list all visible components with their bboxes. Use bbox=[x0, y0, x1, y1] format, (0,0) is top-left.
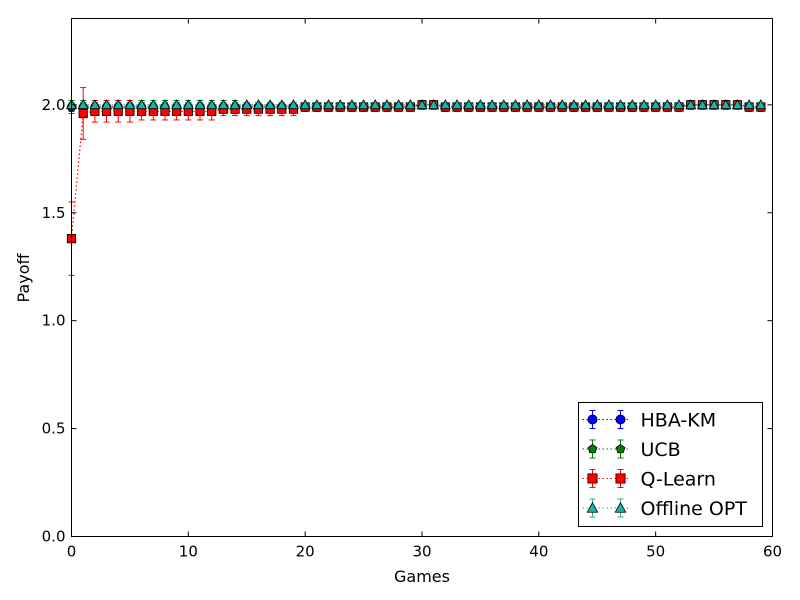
series-line-ucb bbox=[71, 104, 761, 108]
data-point bbox=[650, 99, 662, 110]
data-point bbox=[124, 99, 136, 110]
data-point bbox=[486, 99, 498, 110]
x-tick-label: 40 bbox=[529, 543, 548, 561]
data-point bbox=[194, 99, 206, 110]
data-point bbox=[369, 99, 381, 110]
data-point bbox=[346, 99, 358, 110]
data-point bbox=[638, 99, 650, 110]
legend-box bbox=[578, 402, 763, 527]
legend-marker bbox=[615, 414, 626, 425]
data-point bbox=[182, 99, 194, 110]
data-point bbox=[381, 99, 393, 110]
legend-item-hba-km: HBA-KM bbox=[582, 410, 717, 432]
data-point bbox=[264, 99, 276, 110]
data-point bbox=[416, 99, 428, 110]
data-point bbox=[229, 99, 241, 110]
data-point bbox=[615, 99, 627, 110]
data-point bbox=[474, 99, 486, 110]
data-point bbox=[439, 99, 451, 110]
legend-marker bbox=[587, 443, 598, 454]
legend-marker bbox=[614, 501, 627, 513]
data-point bbox=[404, 99, 416, 110]
data-point bbox=[334, 99, 346, 110]
legend-marker bbox=[615, 443, 626, 454]
y-tick-label: 2.0 bbox=[42, 96, 66, 114]
data-point bbox=[580, 99, 592, 110]
data-point bbox=[393, 99, 405, 110]
data-point bbox=[171, 99, 183, 110]
y-tick-label: 1.5 bbox=[42, 204, 66, 222]
x-tick-label: 60 bbox=[763, 543, 782, 561]
x-tick-label: 20 bbox=[296, 543, 315, 561]
legend-label-offline-opt: Offline OPT bbox=[641, 498, 748, 520]
series-offline-opt bbox=[65, 99, 767, 110]
data-point bbox=[252, 99, 264, 110]
data-point bbox=[521, 99, 533, 110]
x-axis-label: Games bbox=[394, 567, 450, 586]
data-point bbox=[241, 99, 253, 110]
data-point bbox=[78, 108, 88, 119]
legend-label-q-learn: Q-Learn bbox=[641, 469, 716, 491]
data-point bbox=[685, 99, 697, 110]
data-point bbox=[276, 99, 288, 110]
data-point bbox=[217, 99, 229, 110]
y-tick-label: 0.0 bbox=[42, 528, 66, 546]
x-tick-label: 10 bbox=[179, 543, 198, 561]
y-tick-label: 0.5 bbox=[42, 420, 66, 438]
legend-marker bbox=[587, 414, 598, 425]
legend-label-hba-km: HBA-KM bbox=[641, 410, 717, 432]
legend: HBA-KM UCB Q-Learn Offline OPT bbox=[578, 402, 763, 527]
data-point bbox=[626, 99, 638, 110]
data-point bbox=[112, 99, 124, 110]
data-point bbox=[498, 99, 510, 110]
data-point bbox=[299, 99, 311, 110]
data-point bbox=[533, 99, 545, 110]
legend-item-offline-opt: Offline OPT bbox=[582, 498, 748, 520]
data-point bbox=[159, 99, 171, 110]
data-point bbox=[720, 99, 732, 110]
data-point bbox=[545, 99, 557, 110]
legend-item-ucb: UCB bbox=[582, 439, 681, 461]
data-point bbox=[101, 99, 113, 110]
data-point bbox=[696, 99, 708, 110]
data-point bbox=[708, 99, 720, 110]
data-point bbox=[568, 99, 580, 110]
data-point bbox=[755, 99, 767, 110]
data-point bbox=[311, 99, 323, 110]
data-point bbox=[358, 99, 370, 110]
legend-marker bbox=[615, 473, 626, 484]
x-tick-label: 30 bbox=[412, 543, 431, 561]
data-point bbox=[451, 99, 463, 110]
data-point bbox=[206, 99, 218, 110]
series-layer bbox=[65, 87, 767, 276]
data-point bbox=[509, 99, 521, 110]
data-point bbox=[89, 99, 101, 110]
data-point bbox=[287, 99, 299, 110]
data-point bbox=[428, 99, 440, 110]
data-point bbox=[673, 99, 685, 110]
data-point bbox=[463, 99, 475, 110]
data-point bbox=[147, 99, 159, 110]
data-point bbox=[323, 99, 335, 110]
y-tick-label: 1.0 bbox=[42, 312, 66, 330]
y-axis-label: Payoff bbox=[14, 253, 33, 303]
legend-label-ucb: UCB bbox=[641, 439, 681, 461]
data-point bbox=[603, 99, 615, 110]
data-point bbox=[743, 99, 755, 110]
data-point bbox=[661, 99, 673, 110]
x-tick-label: 50 bbox=[646, 543, 665, 561]
legend-marker bbox=[587, 473, 598, 484]
legend-marker bbox=[586, 501, 599, 513]
x-tick-label: 0 bbox=[67, 543, 77, 561]
data-point bbox=[556, 99, 568, 110]
data-point bbox=[591, 99, 603, 110]
axis-layer: 0 10 20 30 40 50 60 0.0 0.5 1.0 1.5 2.0 bbox=[42, 18, 782, 561]
legend-item-q-learn: Q-Learn bbox=[582, 469, 716, 491]
data-point bbox=[731, 99, 743, 110]
data-point bbox=[77, 99, 89, 110]
data-point bbox=[136, 99, 148, 110]
